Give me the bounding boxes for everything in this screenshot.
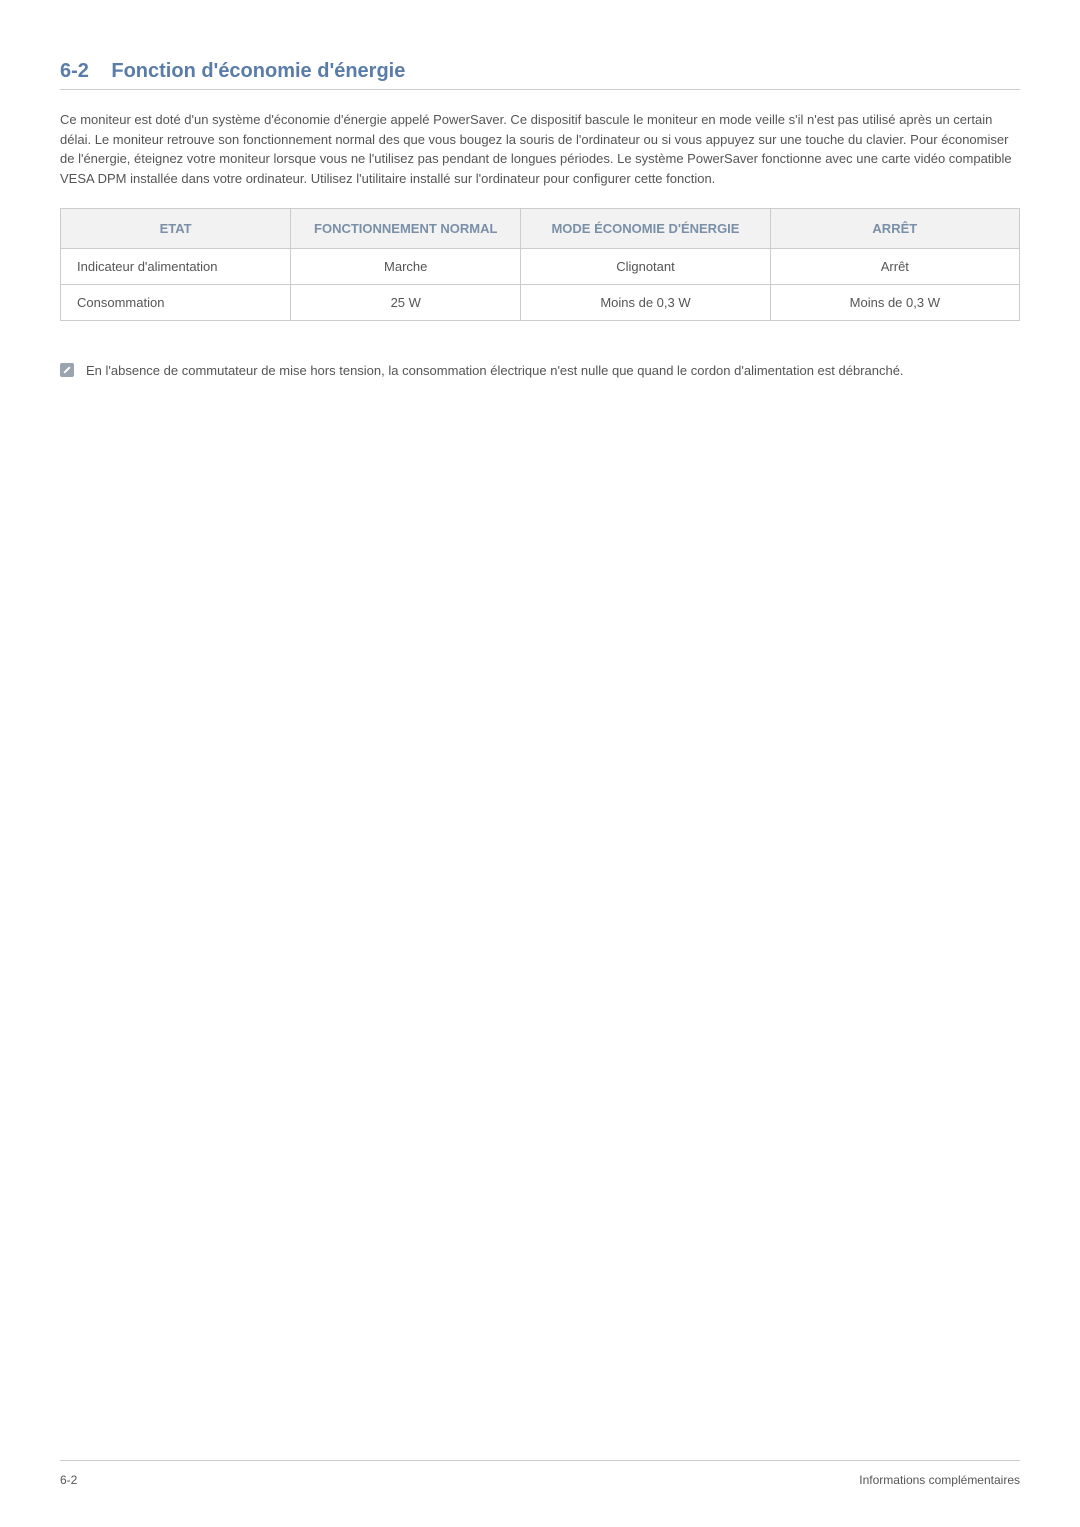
footer-right: Informations complémentaires (859, 1473, 1020, 1487)
note: En l'absence de commutateur de mise hors… (60, 361, 1020, 381)
cell: Arrêt (770, 249, 1019, 285)
table-header-row: ETAT FONCTIONNEMENT NORMAL MODE ÉCONOMIE… (61, 209, 1020, 249)
cell: Moins de 0,3 W (770, 285, 1019, 321)
page: 6-2 Fonction d'économie d'énergie Ce mon… (0, 0, 1080, 1527)
footer-left: 6-2 (60, 1473, 77, 1487)
th-etat: ETAT (61, 209, 291, 249)
section-heading: 6-2 Fonction d'économie d'énergie (60, 60, 1020, 90)
th-arret: ARRÊT (770, 209, 1019, 249)
body-paragraph: Ce moniteur est doté d'un système d'écon… (60, 110, 1020, 188)
cell: Consommation (61, 285, 291, 321)
table-row: Indicateur d'alimentation Marche Clignot… (61, 249, 1020, 285)
note-text: En l'absence de commutateur de mise hors… (86, 361, 904, 381)
footer: 6-2 Informations complémentaires (60, 1460, 1020, 1487)
note-icon (60, 363, 74, 377)
th-eco: MODE ÉCONOMIE D'ÉNERGIE (521, 209, 770, 249)
section-title: Fonction d'économie d'énergie (111, 60, 405, 82)
cell: Marche (291, 249, 521, 285)
spec-table: ETAT FONCTIONNEMENT NORMAL MODE ÉCONOMIE… (60, 208, 1020, 321)
th-normal: FONCTIONNEMENT NORMAL (291, 209, 521, 249)
section-number: 6-2 (60, 60, 89, 82)
cell: 25 W (291, 285, 521, 321)
cell: Moins de 0,3 W (521, 285, 770, 321)
cell: Clignotant (521, 249, 770, 285)
cell: Indicateur d'alimentation (61, 249, 291, 285)
table-row: Consommation 25 W Moins de 0,3 W Moins d… (61, 285, 1020, 321)
